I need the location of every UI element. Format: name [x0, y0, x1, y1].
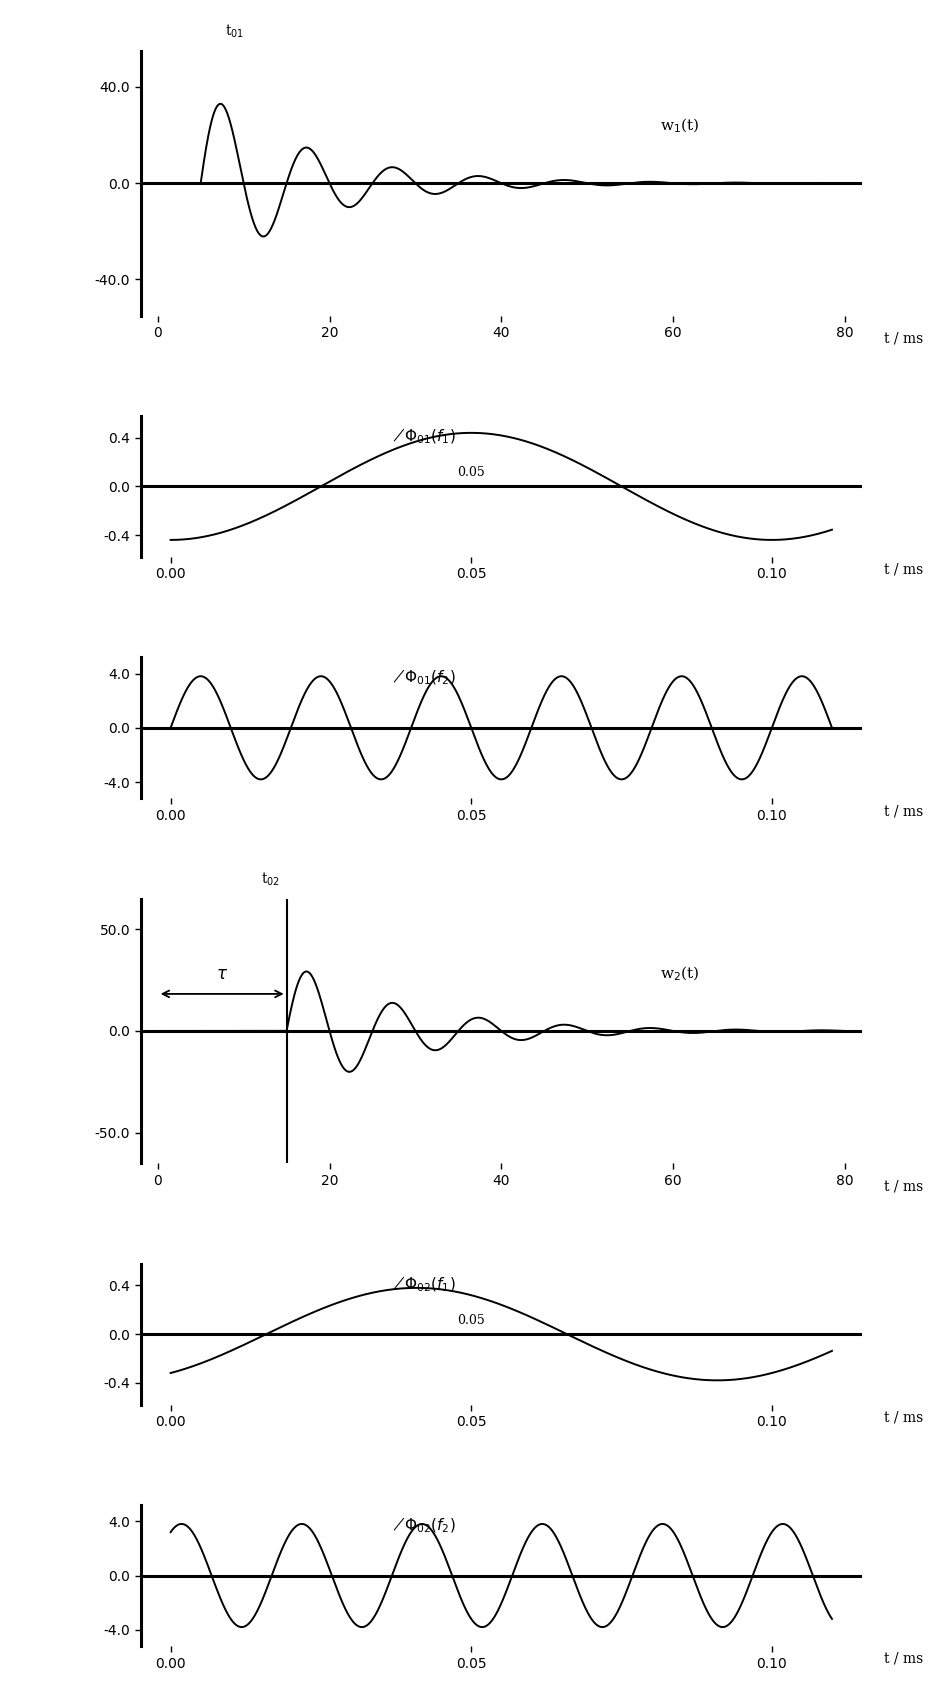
Text: t$_{01}$: t$_{01}$ [225, 24, 243, 41]
Text: t / ms: t / ms [883, 331, 922, 346]
Text: w$_1$(t): w$_1$(t) [659, 117, 698, 136]
Text: w$_2$(t): w$_2$(t) [659, 964, 698, 983]
Text: $\tau$: $\tau$ [216, 966, 228, 983]
Text: $\not\Phi_{02}(f_2)$: $\not\Phi_{02}(f_2)$ [393, 1515, 455, 1536]
Text: 0.05: 0.05 [457, 467, 485, 479]
Text: t$_{02}$: t$_{02}$ [260, 871, 280, 888]
Text: 0.05: 0.05 [457, 1313, 485, 1327]
Text: $\not\Phi_{01}(f_2)$: $\not\Phi_{01}(f_2)$ [393, 669, 455, 687]
Text: t / ms: t / ms [883, 563, 922, 577]
Text: t / ms: t / ms [883, 1410, 922, 1424]
Text: t / ms: t / ms [883, 1179, 922, 1193]
Text: t / ms: t / ms [883, 1651, 922, 1666]
Text: t / ms: t / ms [883, 804, 922, 818]
Text: $\not\Phi_{02}(f_1)$: $\not\Phi_{02}(f_1)$ [393, 1274, 455, 1293]
Text: $\not\Phi_{01}(f_1)$: $\not\Phi_{01}(f_1)$ [393, 426, 455, 446]
